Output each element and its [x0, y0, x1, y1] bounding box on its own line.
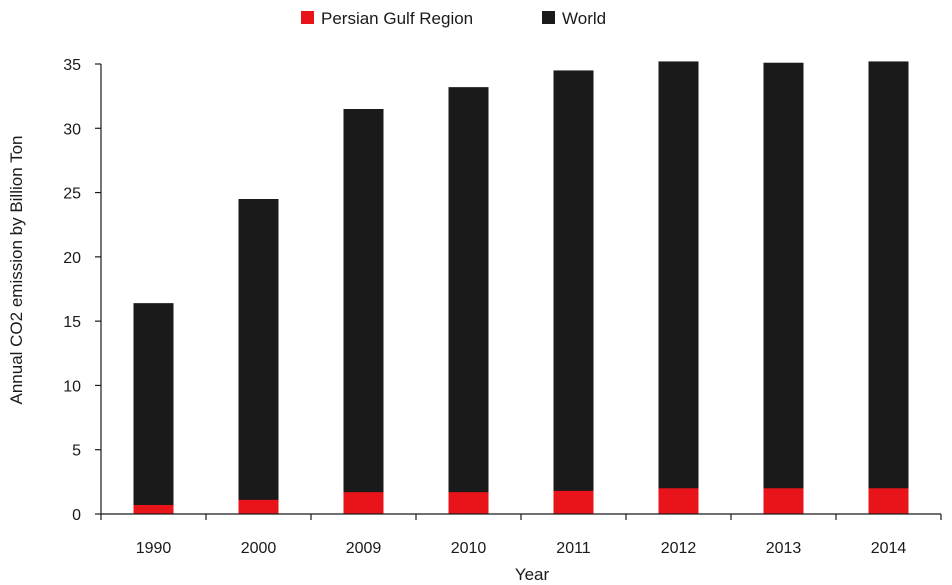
bar-persian-gulf-region-2011 — [553, 490, 594, 514]
legend: Persian Gulf Region World — [301, 9, 606, 28]
bar-persian-gulf-region-2012 — [658, 488, 699, 514]
x-tick-label: 2011 — [556, 540, 591, 557]
x-tick-label: 2014 — [871, 540, 907, 557]
bar-world-2013 — [763, 62, 804, 514]
x-tick-label: 2012 — [661, 540, 697, 557]
x-tick-label: 2009 — [346, 540, 382, 557]
x-axis-title: Year — [515, 565, 550, 584]
bar-persian-gulf-region-2014 — [868, 488, 909, 514]
plot-area — [133, 61, 909, 515]
bar-world-2011 — [553, 70, 594, 514]
bar-persian-gulf-region-2000 — [238, 499, 279, 514]
x-tick-label: 2000 — [241, 540, 277, 557]
y-tick-label: 10 — [63, 378, 81, 395]
legend-label-world: World — [562, 9, 606, 28]
y-axis-title: Annual CO2 emission by Billion Ton — [7, 136, 26, 405]
bar-world-1990 — [133, 303, 174, 514]
bar-persian-gulf-region-1990 — [133, 505, 174, 514]
bar-persian-gulf-region-2010 — [448, 492, 489, 514]
bar-world-2009 — [343, 109, 384, 514]
y-tick-label: 0 — [72, 507, 81, 524]
bar-persian-gulf-region-2009 — [343, 492, 384, 514]
y-tick-label: 20 — [63, 250, 81, 267]
legend-swatch-persian-gulf-region — [301, 11, 314, 24]
y-tick-label: 35 — [63, 57, 81, 74]
legend-swatch-world — [542, 11, 555, 24]
x-tick-label: 2013 — [766, 540, 802, 557]
bar-world-2010 — [448, 87, 489, 515]
y-tick-label: 15 — [63, 314, 81, 331]
bar-world-2014 — [868, 61, 909, 515]
y-tick-label: 30 — [63, 121, 81, 138]
x-axis-ticks: 1990 2000 2009 2010 2011 2012 2013 2014 — [100, 514, 942, 557]
y-axis-ticks: 0 5 10 15 20 25 30 35 — [63, 57, 101, 524]
x-tick-label: 1990 — [136, 540, 172, 557]
y-tick-label: 5 — [72, 443, 81, 460]
legend-label-persian-gulf-region: Persian Gulf Region — [321, 9, 473, 28]
y-tick-label: 25 — [63, 186, 81, 203]
bar-persian-gulf-region-2013 — [763, 488, 804, 514]
bar-world-2000 — [238, 199, 279, 514]
bar-world-2012 — [658, 61, 699, 515]
x-tick-label: 2010 — [451, 540, 487, 557]
